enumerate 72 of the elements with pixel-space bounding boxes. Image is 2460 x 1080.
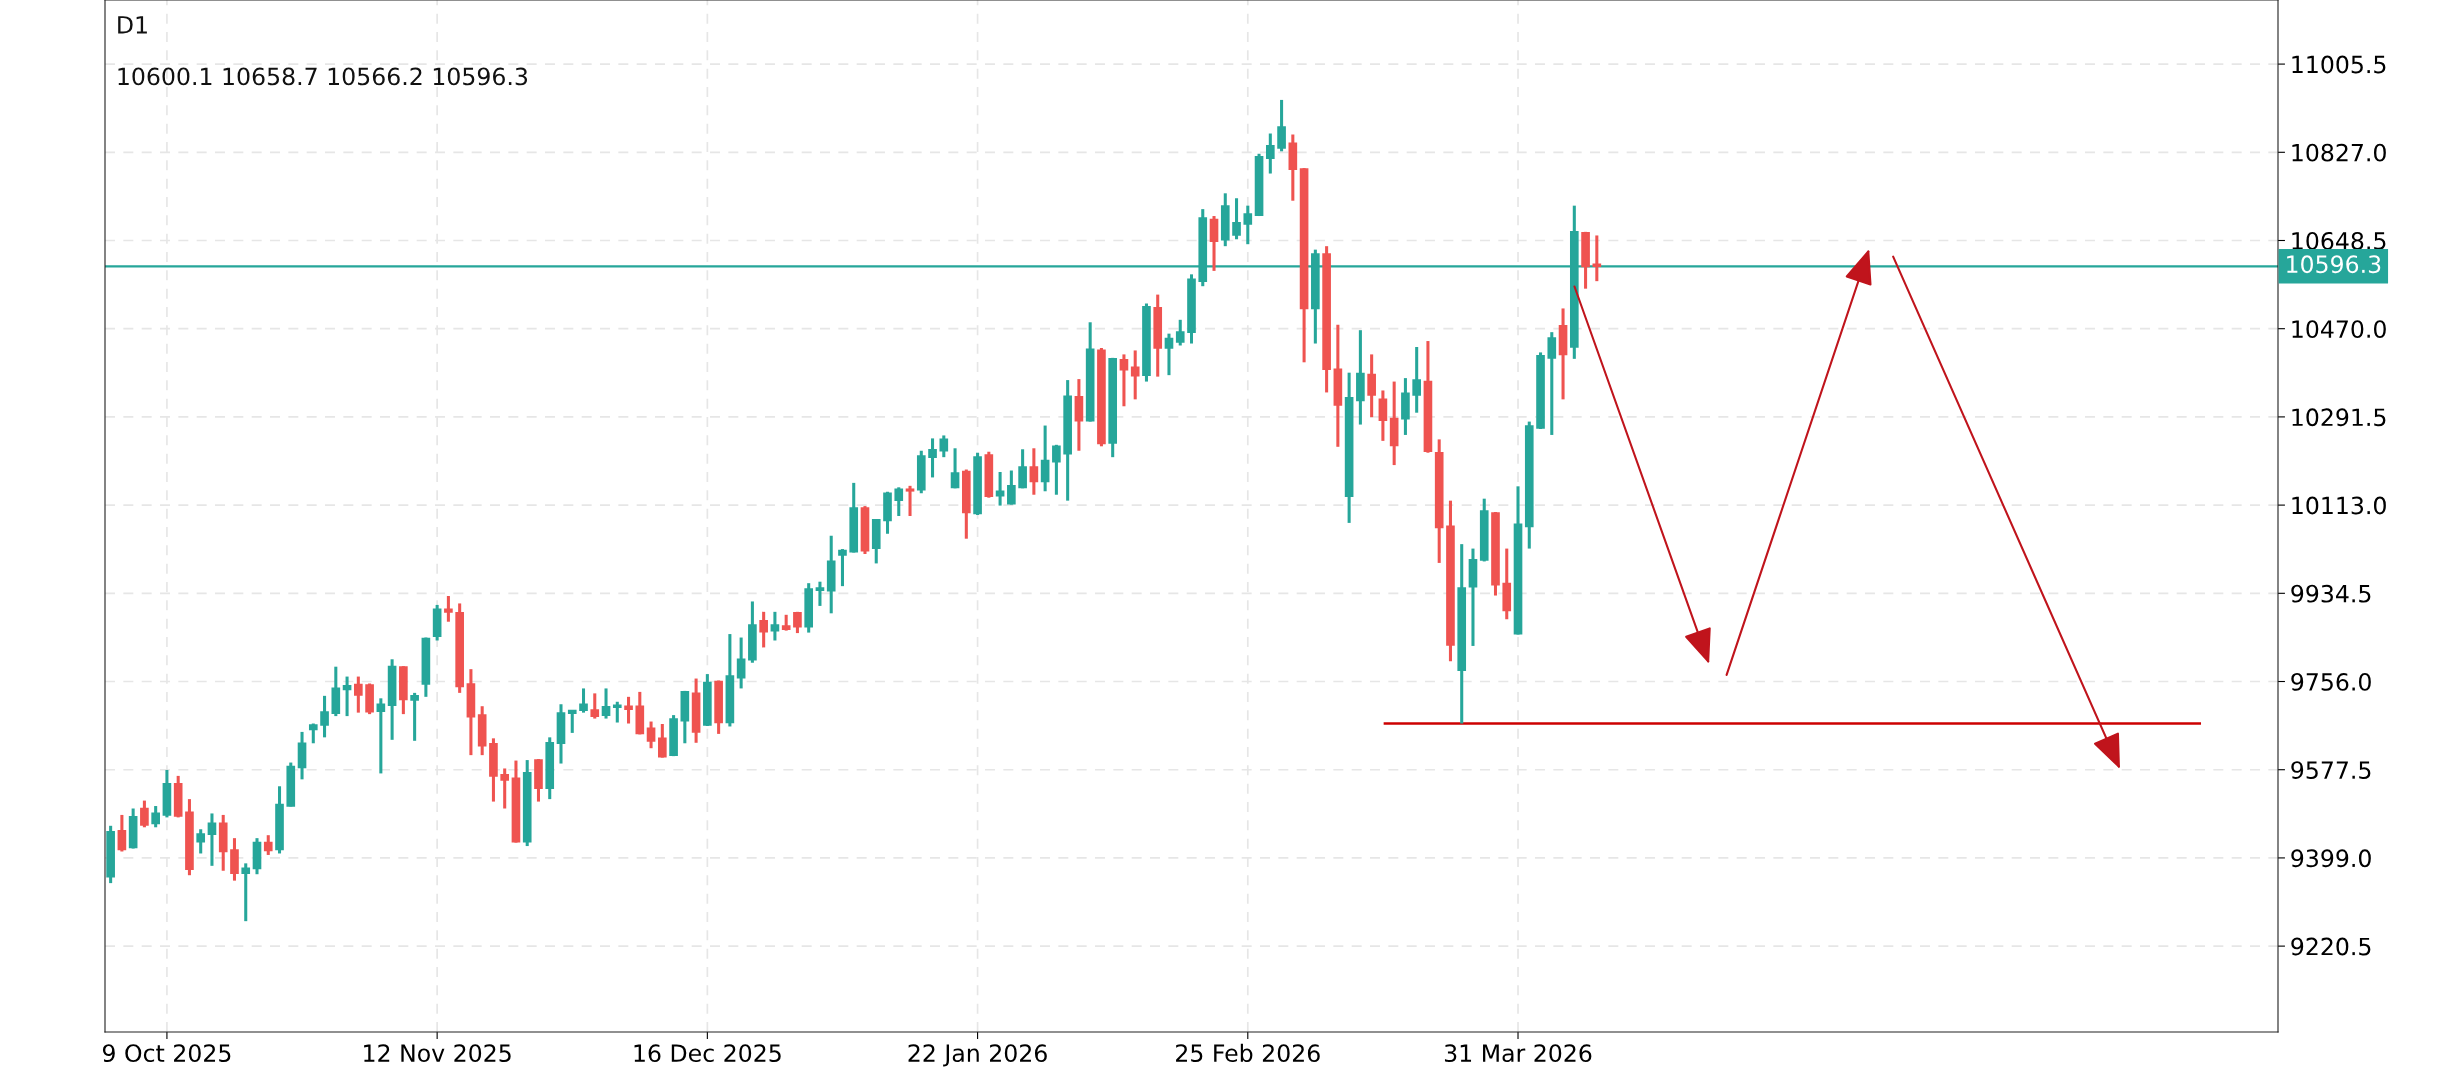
candlestick bbox=[736, 637, 746, 689]
x-tick-label: 31 Mar 2026 bbox=[1444, 1044, 1592, 1063]
y-tick-label: 9756.0 bbox=[2291, 672, 2371, 691]
candlestick bbox=[342, 676, 352, 718]
x-tick-label: 25 Feb 2026 bbox=[1176, 1043, 1320, 1063]
candlestick bbox=[815, 581, 825, 606]
candlestick bbox=[207, 813, 217, 866]
candlestick bbox=[1265, 133, 1275, 174]
x-tick-label: 22 Jan 2026 bbox=[908, 1044, 1047, 1067]
candlestick bbox=[759, 610, 768, 648]
y-tick-label: 10291.5 bbox=[2292, 408, 2386, 427]
candlestick bbox=[320, 694, 329, 738]
candlestick bbox=[939, 435, 949, 459]
candlestick bbox=[1018, 449, 1027, 489]
x-tick-label: 12 Nov 2025 bbox=[364, 1044, 511, 1063]
candlestick bbox=[263, 835, 273, 855]
x-tick-label: 9 Oct 2025 bbox=[102, 1044, 231, 1063]
candlestick bbox=[241, 863, 251, 923]
y-tick-label: 9934.5 bbox=[2291, 584, 2371, 603]
y-tick-label: 11005.5 bbox=[2292, 55, 2386, 74]
candlestick bbox=[196, 829, 206, 854]
candlestick bbox=[950, 448, 960, 489]
candlestick bbox=[1007, 470, 1016, 505]
candlestick bbox=[612, 700, 622, 723]
candlestick bbox=[1367, 354, 1376, 419]
candlestick bbox=[624, 695, 633, 724]
candlestick bbox=[140, 800, 149, 828]
candlestick bbox=[1232, 198, 1241, 240]
y-tick-label: 9220.5 bbox=[2291, 937, 2371, 956]
y-tick-label: 10827.0 bbox=[2292, 143, 2386, 162]
candlestick bbox=[1074, 379, 1084, 451]
candlestick bbox=[601, 688, 611, 719]
candlestick bbox=[1277, 98, 1286, 152]
candlestick bbox=[1029, 448, 1039, 495]
ref-line-label: 10596.3 bbox=[2287, 255, 2381, 274]
candlestick bbox=[1164, 333, 1174, 377]
candlestick bbox=[1175, 318, 1185, 346]
candlestick bbox=[151, 806, 160, 828]
candlestick bbox=[117, 813, 127, 852]
candlestick bbox=[590, 693, 600, 719]
candlestick bbox=[905, 484, 915, 516]
candlestick bbox=[1040, 425, 1050, 492]
candlestick bbox=[1378, 390, 1388, 441]
candlestick bbox=[579, 688, 588, 713]
annotation: 10600.1 10658.7 10566.2 10596.3 bbox=[118, 67, 528, 86]
candlestick bbox=[1243, 205, 1253, 246]
y-tick-label: 10470.0 bbox=[2292, 320, 2386, 338]
candlestick bbox=[894, 487, 904, 516]
candlestick bbox=[410, 691, 419, 741]
candlestick bbox=[567, 709, 577, 733]
candlestick bbox=[500, 768, 510, 809]
candlestick bbox=[1119, 354, 1129, 407]
candlestick bbox=[376, 698, 386, 774]
y-tick-label: 10113.0 bbox=[2292, 496, 2386, 515]
candlestick bbox=[995, 472, 1005, 506]
candlestick bbox=[1412, 346, 1422, 413]
candlestick bbox=[770, 610, 780, 641]
annotation: D1 bbox=[118, 16, 147, 34]
y-tick-label: 9577.5 bbox=[2291, 761, 2371, 780]
candlestick bbox=[928, 438, 937, 478]
candlestick bbox=[1547, 332, 1557, 435]
candlestick bbox=[1130, 350, 1140, 400]
candlestick bbox=[1209, 216, 1219, 271]
candlestick bbox=[354, 676, 363, 713]
candlestick bbox=[444, 596, 453, 622]
candlestick bbox=[1052, 443, 1061, 495]
candlestick bbox=[646, 721, 656, 750]
candlestick bbox=[230, 838, 239, 881]
candlestick bbox=[838, 549, 847, 588]
y-tick-label: 9399.0 bbox=[2291, 849, 2371, 868]
x-tick-label: 16 Dec 2025 bbox=[634, 1044, 781, 1063]
candlestick bbox=[657, 724, 667, 758]
